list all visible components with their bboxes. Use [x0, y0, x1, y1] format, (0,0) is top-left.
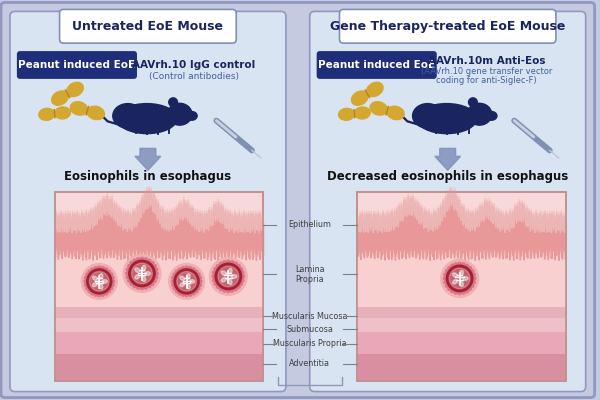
Ellipse shape — [92, 276, 97, 280]
Circle shape — [195, 290, 198, 293]
Circle shape — [151, 262, 154, 264]
Circle shape — [469, 287, 472, 290]
Circle shape — [473, 277, 476, 280]
Ellipse shape — [70, 102, 88, 115]
Circle shape — [175, 270, 178, 273]
Ellipse shape — [52, 91, 68, 105]
Text: Peanut induced EoE: Peanut induced EoE — [19, 60, 136, 70]
FancyBboxPatch shape — [17, 51, 137, 79]
Ellipse shape — [463, 276, 468, 280]
Circle shape — [130, 282, 133, 285]
Ellipse shape — [355, 107, 370, 119]
Circle shape — [458, 262, 461, 265]
Circle shape — [91, 292, 94, 295]
Text: coding for anti-Siglec-F): coding for anti-Siglec-F) — [436, 76, 537, 85]
Circle shape — [155, 276, 158, 279]
Circle shape — [182, 294, 184, 296]
Circle shape — [469, 266, 472, 270]
Circle shape — [466, 290, 469, 293]
Circle shape — [445, 284, 448, 287]
Circle shape — [212, 275, 215, 278]
Circle shape — [153, 279, 156, 282]
Circle shape — [107, 290, 110, 293]
Ellipse shape — [167, 103, 192, 125]
Text: Eosinophils in esophagus: Eosinophils in esophagus — [64, 170, 232, 183]
Circle shape — [88, 290, 91, 293]
Circle shape — [130, 262, 133, 264]
Circle shape — [129, 260, 155, 287]
Circle shape — [217, 285, 220, 288]
Text: Epithelium: Epithelium — [288, 220, 331, 229]
Ellipse shape — [367, 82, 383, 96]
Circle shape — [185, 266, 188, 269]
Circle shape — [230, 261, 233, 264]
Circle shape — [448, 287, 451, 290]
Ellipse shape — [135, 268, 140, 272]
Circle shape — [144, 286, 147, 289]
Circle shape — [153, 264, 156, 268]
Circle shape — [471, 270, 474, 272]
Circle shape — [227, 290, 230, 293]
Circle shape — [220, 288, 223, 291]
Text: AAVrh.10 IgG control: AAVrh.10 IgG control — [132, 60, 255, 70]
Ellipse shape — [99, 284, 103, 289]
Circle shape — [237, 285, 240, 288]
Text: Gene Therapy-treated EoE Mouse: Gene Therapy-treated EoE Mouse — [330, 20, 565, 33]
Ellipse shape — [228, 268, 232, 274]
Circle shape — [241, 271, 244, 274]
Circle shape — [441, 260, 478, 297]
Circle shape — [242, 275, 245, 278]
Circle shape — [131, 263, 152, 284]
Ellipse shape — [452, 280, 458, 284]
Ellipse shape — [352, 91, 368, 105]
Circle shape — [197, 273, 200, 276]
Circle shape — [101, 294, 104, 296]
Ellipse shape — [186, 112, 197, 120]
FancyBboxPatch shape — [340, 10, 556, 43]
Circle shape — [172, 284, 175, 286]
Circle shape — [234, 288, 237, 291]
Circle shape — [199, 284, 202, 286]
Circle shape — [148, 285, 151, 288]
Circle shape — [105, 292, 107, 295]
Circle shape — [185, 294, 188, 297]
Ellipse shape — [187, 284, 190, 289]
Ellipse shape — [460, 270, 463, 276]
Circle shape — [177, 272, 196, 291]
Circle shape — [451, 264, 454, 267]
Circle shape — [215, 263, 242, 290]
Circle shape — [126, 276, 129, 279]
Ellipse shape — [102, 280, 107, 283]
Circle shape — [454, 263, 457, 266]
Circle shape — [137, 286, 140, 289]
Circle shape — [175, 290, 178, 293]
Circle shape — [126, 268, 129, 271]
Circle shape — [155, 268, 158, 271]
Circle shape — [82, 264, 117, 299]
Circle shape — [94, 294, 97, 296]
Ellipse shape — [387, 106, 404, 120]
Bar — [358, 192, 566, 381]
Ellipse shape — [135, 274, 140, 279]
Circle shape — [443, 277, 446, 280]
Circle shape — [223, 289, 226, 292]
FancyArrow shape — [435, 148, 461, 170]
Bar — [55, 332, 263, 354]
Bar — [358, 318, 566, 332]
FancyBboxPatch shape — [59, 10, 236, 43]
Circle shape — [192, 292, 195, 295]
Bar — [358, 332, 566, 354]
Bar — [358, 354, 566, 381]
Text: (Control antibodies): (Control antibodies) — [149, 72, 239, 82]
Circle shape — [84, 280, 87, 283]
Ellipse shape — [469, 98, 477, 106]
Circle shape — [128, 264, 131, 268]
Circle shape — [86, 273, 89, 276]
Circle shape — [192, 268, 195, 271]
Ellipse shape — [221, 278, 226, 282]
Circle shape — [178, 292, 181, 295]
Circle shape — [110, 273, 113, 276]
Ellipse shape — [338, 108, 355, 120]
Text: (AAVrh.10 gene transfer vector: (AAVrh.10 gene transfer vector — [421, 68, 552, 76]
